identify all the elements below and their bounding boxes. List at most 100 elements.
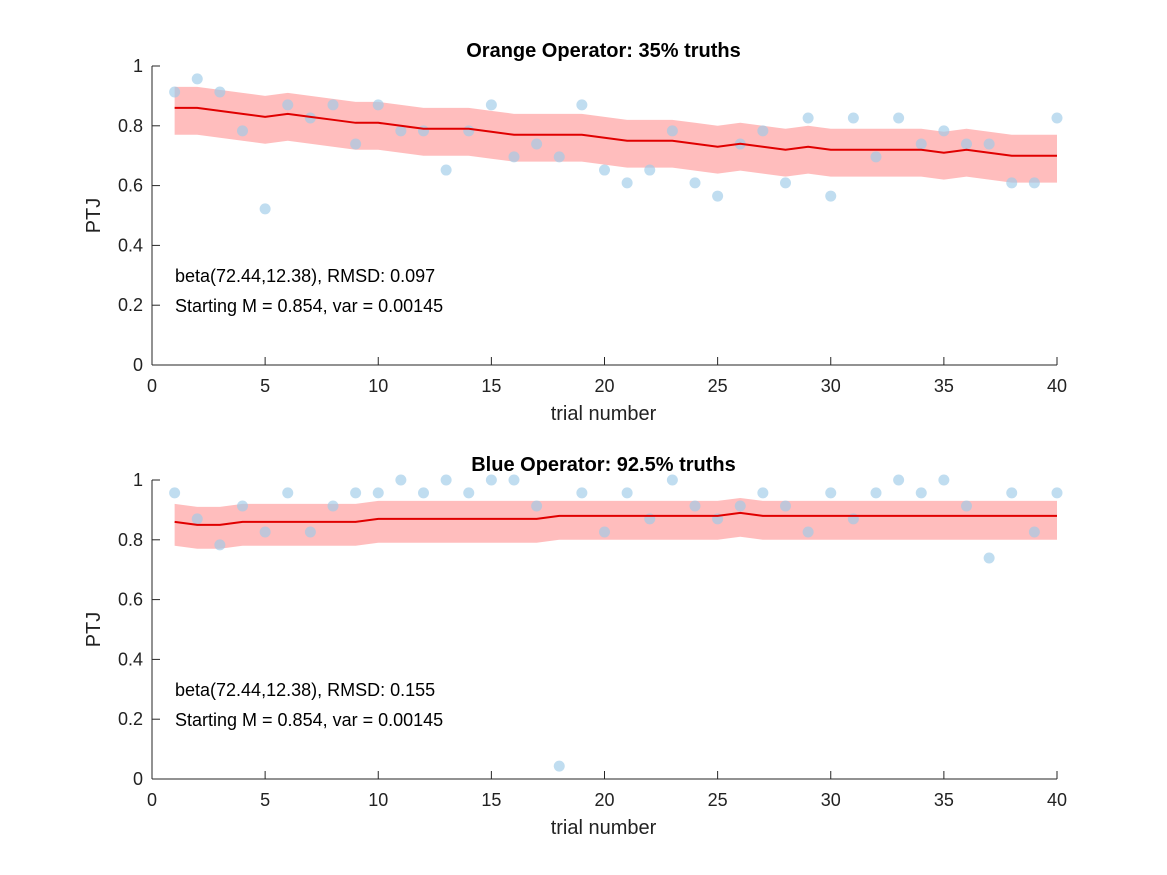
data-point [418, 125, 429, 137]
data-point [666, 125, 678, 137]
data-point [689, 177, 701, 189]
y-tick-label: 1 [133, 470, 143, 490]
x-tick-label: 40 [1047, 790, 1067, 810]
data-point [1028, 526, 1040, 538]
confidence-band [174, 86, 1057, 183]
data-point [440, 474, 452, 486]
x-axis-label: trial number [551, 403, 657, 425]
x-tick-label: 25 [708, 790, 728, 810]
data-point [304, 526, 316, 538]
data-point [757, 125, 769, 137]
y-tick-label: 0.8 [118, 530, 143, 550]
data-point [1006, 177, 1018, 189]
data-point [780, 177, 791, 189]
data-point [553, 760, 565, 772]
y-tick-label: 0.2 [118, 295, 143, 315]
x-tick-label: 30 [821, 376, 841, 396]
data-point [282, 487, 294, 499]
x-tick-label: 35 [934, 790, 954, 810]
data-point [237, 500, 248, 512]
data-point [599, 526, 610, 538]
y-axis-label: PTJ [83, 198, 105, 234]
data-point [485, 474, 497, 486]
x-tick-label: 30 [821, 790, 841, 810]
data-point [893, 474, 905, 486]
data-point [961, 138, 972, 150]
y-tick-label: 0.4 [118, 235, 143, 255]
x-tick-label: 15 [481, 790, 501, 810]
data-point [712, 190, 724, 202]
data-point [870, 487, 882, 499]
x-axis-label: trial number [551, 817, 657, 839]
x-tick-label: 0 [147, 376, 157, 396]
data-point [689, 500, 701, 512]
data-point [418, 487, 429, 499]
y-tick-label: 0.8 [118, 116, 143, 136]
annotation-text: Starting M = 0.854, var = 0.00145 [175, 710, 443, 730]
data-point [734, 500, 746, 512]
data-point [915, 487, 927, 499]
x-tick-label: 40 [1047, 376, 1067, 396]
data-point [485, 99, 497, 111]
y-tick-label: 1 [133, 56, 143, 76]
data-point [214, 539, 226, 551]
data-point [259, 526, 271, 538]
data-point [983, 552, 995, 564]
data-point [259, 203, 271, 215]
mean-line [174, 106, 1057, 157]
x-tick-label: 0 [147, 790, 157, 810]
x-tick-label: 5 [260, 790, 270, 810]
chart-title: Orange Operator: 35% truths [466, 40, 741, 62]
x-tick-label: 10 [368, 790, 388, 810]
data-point [983, 138, 995, 150]
annotation-text: beta(72.44,12.38), RMSD: 0.097 [175, 266, 435, 286]
data-point [350, 138, 362, 150]
subplot-1: 0 5 10 15 20 25 30 35 40 0 0.2 0.4 0.6 0.8 1 Orange Ope… [83, 40, 1067, 425]
data-point [621, 177, 633, 189]
mean-line [174, 511, 1057, 526]
data-point [644, 164, 656, 176]
data-point [463, 487, 475, 499]
data-point [463, 125, 475, 137]
data-point [825, 190, 837, 202]
data-point [576, 487, 588, 499]
data-point [1051, 487, 1063, 499]
x-tick-label: 20 [594, 376, 614, 396]
y-tick-label: 0.6 [118, 176, 143, 196]
data-point [915, 138, 927, 150]
data-point [847, 112, 859, 124]
data-point [237, 125, 248, 137]
x-tick-label: 15 [481, 376, 501, 396]
data-point [508, 474, 520, 486]
data-point [825, 487, 837, 499]
data-point [553, 151, 565, 163]
data-point [531, 138, 543, 150]
data-point [938, 474, 950, 486]
y-tick-label: 0.2 [118, 709, 143, 729]
x-tick-label: 10 [368, 376, 388, 396]
data-point [961, 500, 972, 512]
x-tick-label: 35 [934, 376, 954, 396]
subplot-2: 0 5 10 15 20 25 30 35 40 0 0.2 0.4 0.6 0.8 1 Blue Opera… [83, 454, 1067, 839]
data-point [1028, 177, 1040, 189]
confidence-band [174, 497, 1057, 549]
data-point [169, 86, 181, 98]
x-tick-label: 25 [708, 376, 728, 396]
data-point [395, 125, 407, 137]
chart-title: Blue Operator: 92.5% truths [471, 454, 736, 476]
y-tick-label: 0 [133, 355, 143, 375]
data-point [780, 500, 791, 512]
data-point [1006, 487, 1018, 499]
data-point [191, 73, 203, 85]
data-point [372, 487, 384, 499]
data-point [1051, 112, 1063, 124]
x-tick-label: 20 [594, 790, 614, 810]
data-point [576, 99, 588, 111]
data-point [508, 151, 520, 163]
data-point [327, 99, 339, 111]
data-point [599, 164, 610, 176]
data-point [938, 125, 950, 137]
data-point [440, 164, 452, 176]
y-axis-label: PTJ [83, 612, 105, 648]
data-point [621, 487, 633, 499]
